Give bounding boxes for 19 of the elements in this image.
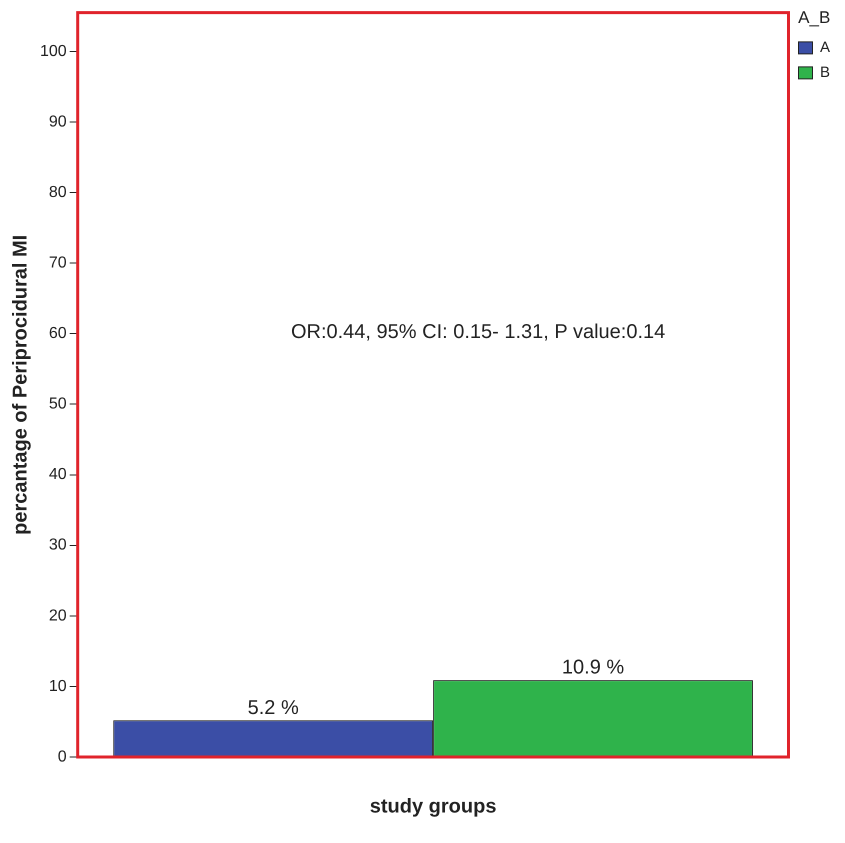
y-tick-label: 40 — [48, 466, 67, 484]
annotation: OR:0.44, 95% CI: 0.15- 1.31, P value:0.14 — [290, 321, 666, 344]
legend-label: A — [820, 39, 830, 56]
y-tick-label: 80 — [48, 184, 67, 201]
y-tick-label: 70 — [48, 254, 67, 272]
legend-label: B — [820, 64, 830, 82]
legend-title: A_B — [798, 8, 830, 28]
y-tick-label: 90 — [48, 113, 67, 130]
y-tick-label: 100 — [40, 42, 67, 60]
data-label: 10.9 % — [562, 656, 624, 679]
y-tick-label: 30 — [48, 536, 67, 554]
y-tick-label: 0 — [58, 748, 67, 766]
y-tick-label: 50 — [48, 396, 67, 413]
y-tick-label: 20 — [48, 607, 67, 624]
y-tick-label: 10 — [48, 678, 67, 695]
data-label: 5.2 % — [248, 696, 299, 719]
x-axis-title: study groups — [370, 796, 496, 818]
y-tick-label: 60 — [48, 325, 67, 342]
y-axis-title: percantage of Periprocidural MI — [10, 234, 32, 535]
